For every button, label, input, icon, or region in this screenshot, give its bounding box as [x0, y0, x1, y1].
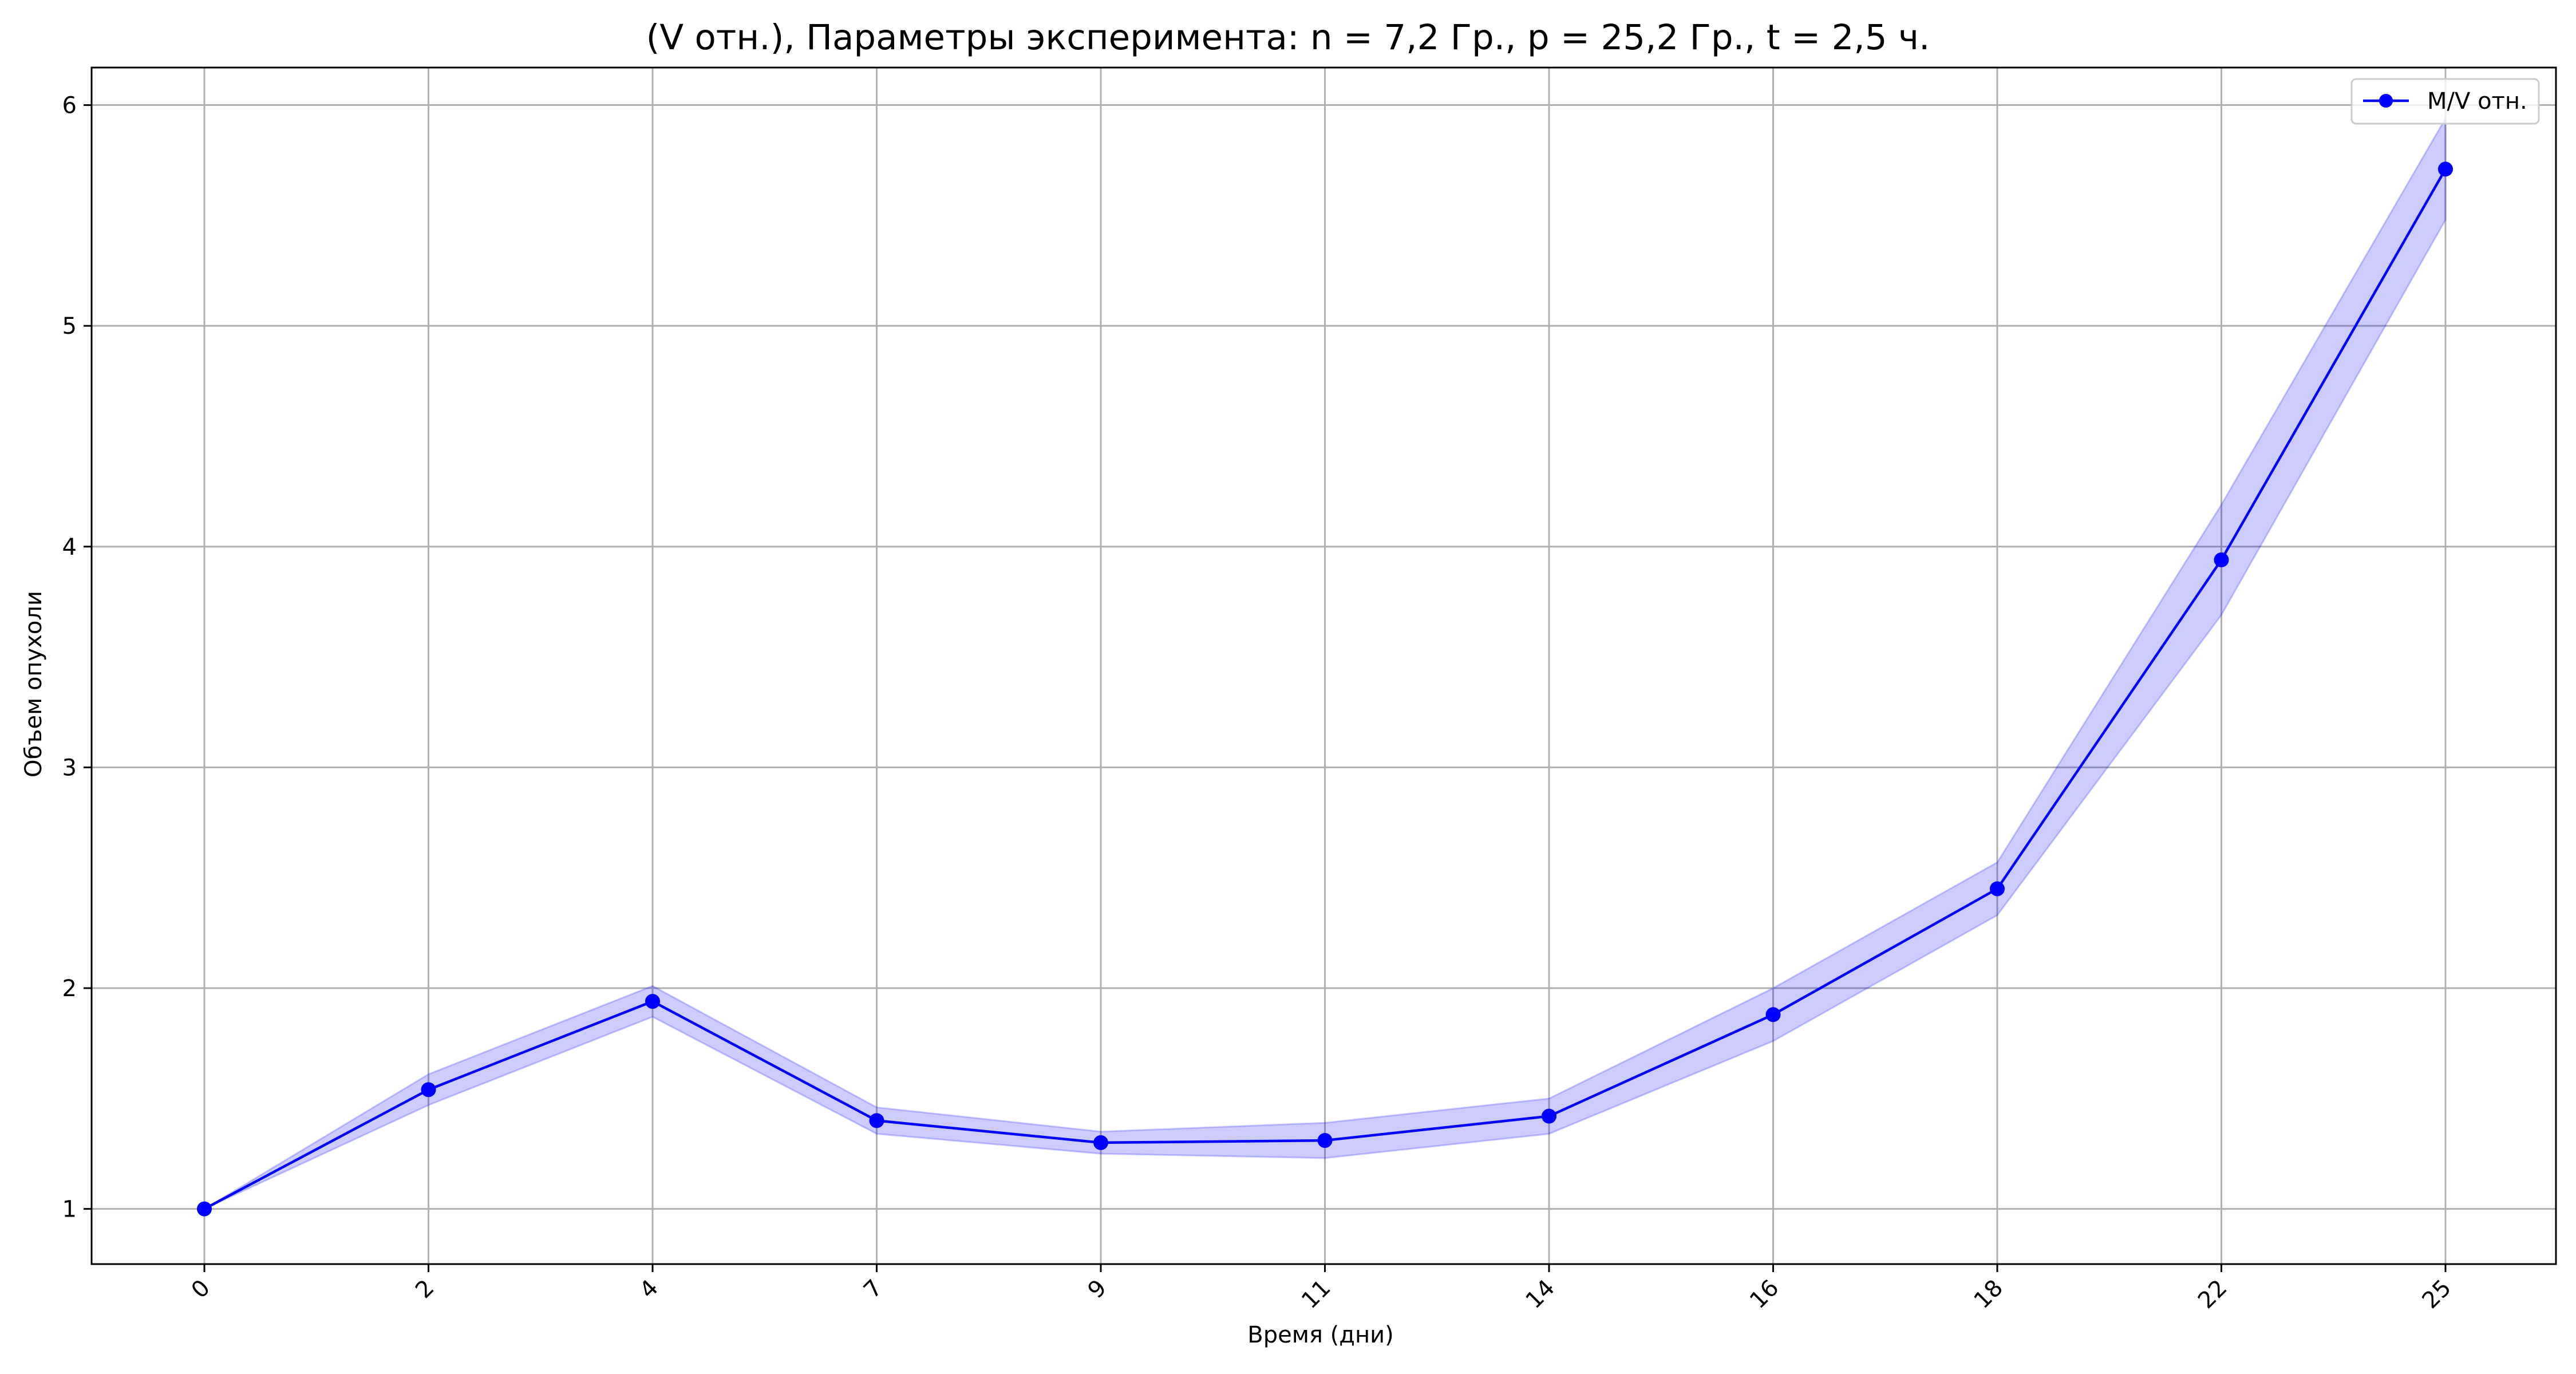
data-point [1765, 1007, 1781, 1022]
y-tick-label: 6 [62, 93, 77, 119]
plot-area-frame [90, 66, 2557, 1265]
y-tick-label: 3 [62, 755, 77, 781]
data-points [197, 161, 2453, 1217]
y-tick-label: 1 [62, 1197, 77, 1223]
y-tick-label: 5 [62, 313, 77, 339]
legend-marker-sample [2379, 94, 2393, 108]
legend-box [2350, 78, 2540, 125]
legend: M/V отн. [2350, 78, 2540, 125]
y-tick-label: 4 [62, 534, 77, 560]
y-tick-label: 2 [62, 976, 77, 1002]
y-axis-ticks: 1 2 3 4 5 6 [62, 93, 92, 1223]
data-point [2214, 552, 2229, 567]
data-point [421, 1082, 436, 1097]
grid [92, 68, 2556, 1264]
data-point [1990, 881, 2005, 897]
data-point [2438, 161, 2453, 177]
data-point [1317, 1133, 1333, 1148]
data-point [197, 1201, 212, 1217]
chart-title: (V отн.), Параметры эксперимента: n = 7,… [646, 17, 1930, 58]
x-axis-label: Время (дни) [1247, 1322, 1393, 1348]
data-point [869, 1113, 884, 1128]
y-axis-label: Объем опухоли [21, 591, 47, 777]
data-point [645, 994, 660, 1009]
data-point [1542, 1108, 1556, 1124]
legend-label: M/V отн. [2427, 88, 2527, 114]
data-point [1093, 1135, 1108, 1150]
